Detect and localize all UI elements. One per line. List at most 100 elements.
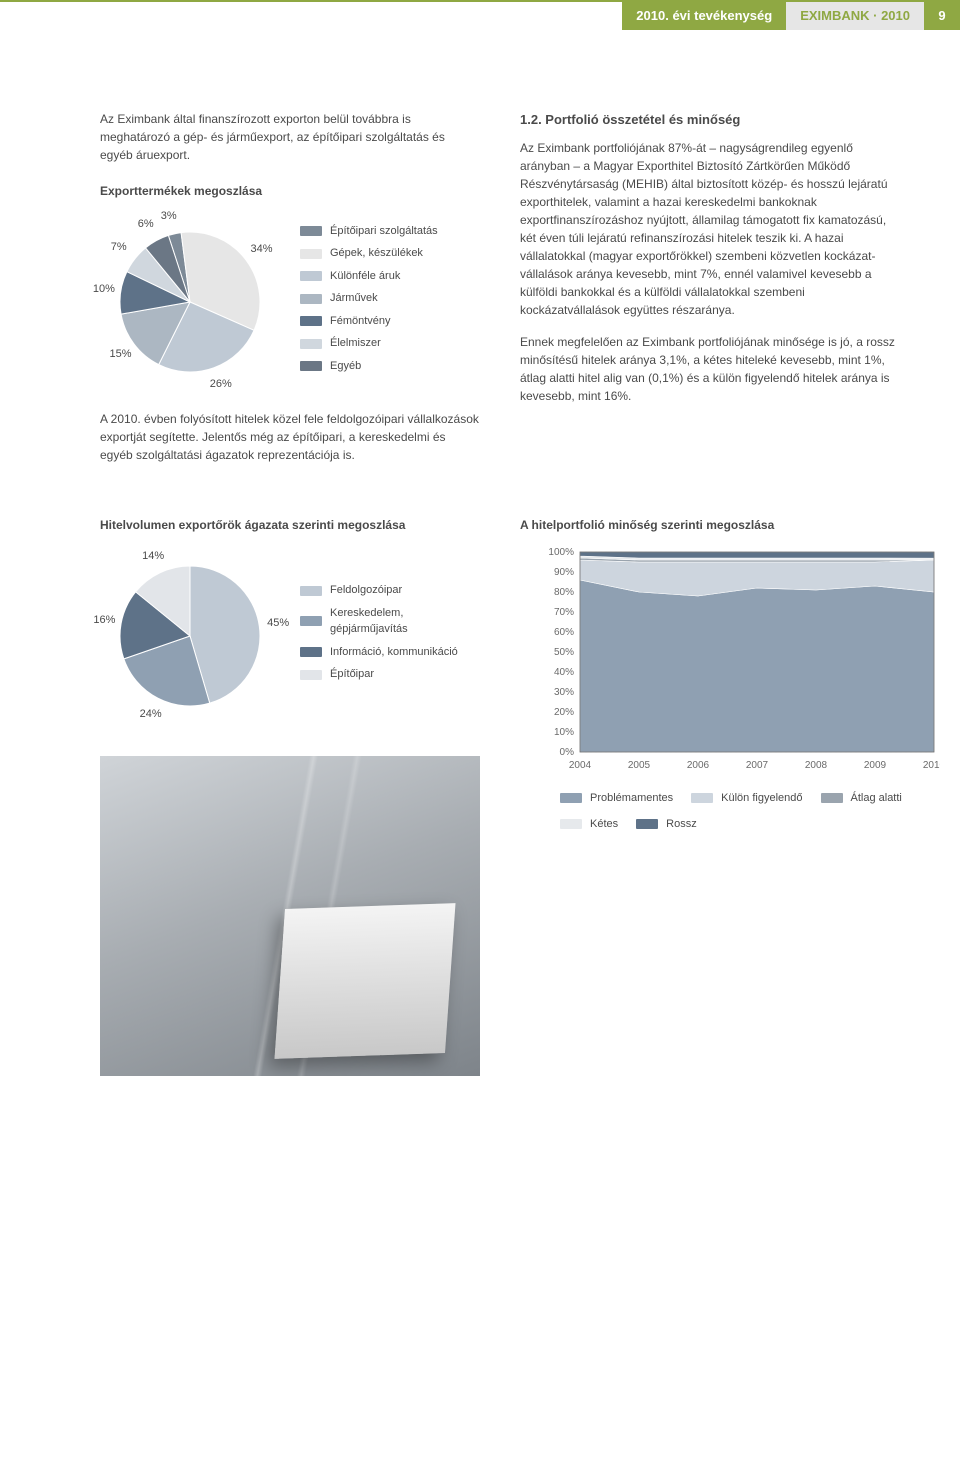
legend-swatch (300, 249, 322, 259)
legend-item: Kétes (560, 816, 618, 833)
chart3-area: 0%10%20%30%40%50%60%70%80%90%100%2004200… (540, 546, 940, 776)
header-page-number: 9 (924, 2, 960, 30)
legend-label: Kereskedelem, gépjárműjavítás (330, 605, 480, 638)
legend-swatch (821, 793, 843, 803)
legend-label: Feldolgozóipar (330, 582, 402, 599)
legend-item: Élelmiszer (300, 335, 438, 352)
legend-label: Átlag alatti (851, 790, 902, 807)
y-axis-label: 20% (554, 707, 574, 718)
y-axis-label: 90% (554, 567, 574, 578)
legend-item: Problémamentes (560, 790, 673, 807)
chart2-legend: Feldolgozóipar Kereskedelem, gépjárműjaví… (300, 582, 480, 689)
right-paragraph-2: Ennek megfelelően az Eximbank portfoliój… (520, 333, 900, 405)
legend-label: Információ, kommunikáció (330, 644, 458, 661)
page-header: 2010. évi tevékenység EXIMBANK · 2010 9 (0, 0, 960, 30)
pie-slice-label: 45% (267, 615, 289, 632)
legend-swatch (691, 793, 713, 803)
legend-swatch (560, 793, 582, 803)
pie-slice-label: 26% (210, 376, 232, 393)
legend-label: Járművek (330, 290, 378, 307)
left-column: Az Eximbank által finanszírozott exporto… (100, 110, 480, 478)
x-axis-label: 2007 (746, 760, 769, 771)
legend-item: Információ, kommunikáció (300, 644, 480, 661)
y-axis-label: 80% (554, 587, 574, 598)
y-axis-label: 10% (554, 727, 574, 738)
legend-label: Építőipari szolgáltatás (330, 223, 438, 240)
x-axis-label: 2010 (923, 760, 940, 771)
y-axis-label: 0% (560, 747, 575, 758)
legend-swatch (300, 361, 322, 371)
pie-slice-label: 6% (138, 216, 154, 233)
legend-label: Gépek, készülékek (330, 245, 423, 262)
legend-label: Élelmiszer (330, 335, 381, 352)
legend-item: Egyéb (300, 358, 438, 375)
y-axis-label: 30% (554, 687, 574, 698)
legend-item: Átlag alatti (821, 790, 902, 807)
right-column: 1.2. Portfolió összetétel és minőség Az … (520, 110, 900, 478)
x-axis-label: 2005 (628, 760, 651, 771)
pie-slice-label: 14% (142, 548, 164, 565)
x-axis-label: 2008 (805, 760, 828, 771)
legend-item: Fémöntvény (300, 313, 438, 330)
intro-text: Az Eximbank által finanszírozott exporto… (100, 110, 480, 164)
legend-item: Építőipar (300, 666, 480, 683)
truck-photo (100, 756, 480, 1076)
chart2-title: Hitelvolumen exportőrök ágazata szerinti… (100, 516, 480, 534)
legend-label: Rossz (666, 816, 697, 833)
legend-item: Külön figyelendő (691, 790, 802, 807)
lower-left-column: Hitelvolumen exportőrök ágazata szerinti… (100, 498, 480, 1076)
legend-item: Gépek, készülékek (300, 245, 438, 262)
legend-swatch (300, 271, 322, 281)
legend-label: Kétes (590, 816, 618, 833)
x-axis-label: 2009 (864, 760, 887, 771)
y-axis-label: 60% (554, 627, 574, 638)
pie-slice-label: 15% (109, 346, 131, 363)
legend-swatch (300, 670, 322, 680)
legend-item: Építőipari szolgáltatás (300, 223, 438, 240)
legend-swatch (300, 226, 322, 236)
legend-swatch (636, 819, 658, 829)
legend-label: Problémamentes (590, 790, 673, 807)
chart1-title: Exporttermékek megoszlása (100, 182, 480, 200)
y-axis-label: 50% (554, 647, 574, 658)
legend-item: Feldolgozóipar (300, 582, 480, 599)
area-series (580, 552, 934, 558)
pie-slice-label: 7% (111, 239, 127, 256)
legend-swatch (560, 819, 582, 829)
chart3-title: A hitelportfolió minőség szerinti megosz… (520, 516, 940, 534)
legend-swatch (300, 294, 322, 304)
legend-swatch (300, 616, 322, 626)
legend-item: Kereskedelem, gépjárműjavítás (300, 605, 480, 638)
legend-label: Építőipar (330, 666, 374, 683)
y-axis-label: 100% (548, 547, 574, 558)
legend-item: Rossz (636, 816, 697, 833)
lower-right-column: A hitelportfolió minőség szerinti megosz… (520, 498, 940, 1076)
y-axis-label: 40% (554, 667, 574, 678)
y-axis-label: 70% (554, 607, 574, 618)
pie-slice-label: 3% (161, 208, 177, 225)
area-series (580, 580, 934, 752)
legend-item: Különféle áruk (300, 268, 438, 285)
pie-slice-label: 34% (251, 241, 273, 258)
legend-swatch (300, 339, 322, 349)
mid-left-text: A 2010. évben folyósított hitelek közel … (100, 410, 480, 464)
chart1-pie-block: 3%34%26%15%10%7%6% Építőipari szolgáltat… (100, 212, 480, 392)
legend-swatch (300, 316, 322, 326)
portfolio-section-title: 1.2. Portfolió összetétel és minőség (520, 110, 900, 130)
right-paragraph-1: Az Eximbank portfoliójának 87%-át – nagy… (520, 139, 900, 319)
legend-swatch (300, 647, 322, 657)
legend-item: Járművek (300, 290, 438, 307)
pie-slice-label: 24% (140, 706, 162, 723)
legend-label: Fémöntvény (330, 313, 391, 330)
header-doc: EXIMBANK · 2010 (786, 2, 924, 30)
chart3-area-block: 0%10%20%30%40%50%60%70%80%90%100%2004200… (520, 546, 940, 833)
chart1-legend: Építőipari szolgáltatás Gépek, készülékek… (300, 223, 438, 381)
chart2-pie-block: 45%24%16%14% FeldolgozóiparKereskedelem,… (100, 546, 480, 726)
chart1-pie: 3%34%26%15%10%7%6% (100, 212, 280, 392)
pie-slice-label: 16% (93, 612, 115, 629)
pie-slice-label: 10% (93, 281, 115, 298)
chart3-legend: Problémamentes Külön figyelendő Átlag alat… (560, 790, 940, 833)
legend-label: Külön figyelendő (721, 790, 802, 807)
x-axis-label: 2006 (687, 760, 710, 771)
legend-swatch (300, 586, 322, 596)
